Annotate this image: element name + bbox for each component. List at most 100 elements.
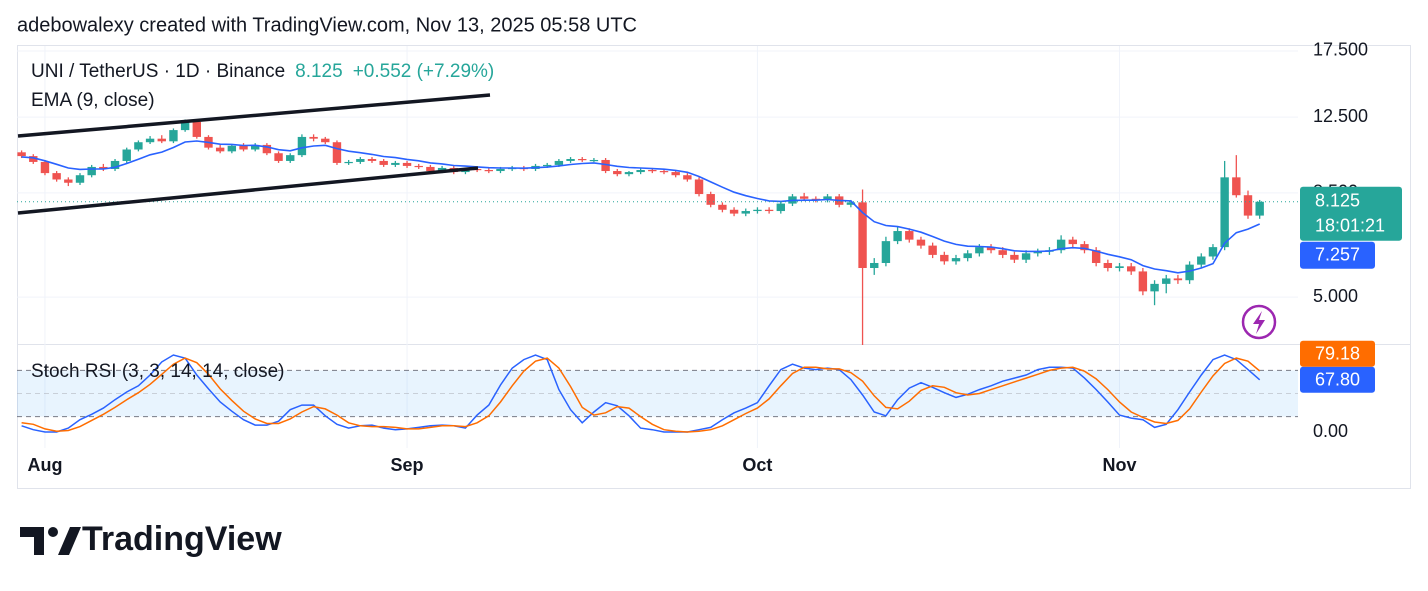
candle-body <box>1138 271 1148 292</box>
candle-body <box>729 209 739 214</box>
candle-body <box>1162 278 1171 284</box>
stoch-box-label: 79.18 <box>1315 344 1360 364</box>
candle-body <box>1173 278 1183 281</box>
y-tick-label: 0.00 <box>1313 421 1348 441</box>
candle-body <box>64 179 73 183</box>
candle-body <box>951 258 961 262</box>
candle-body <box>192 121 201 137</box>
candle-body <box>414 165 423 168</box>
candle-body <box>180 121 190 131</box>
candle-body <box>40 161 50 174</box>
candle-body <box>963 253 972 259</box>
candle-body <box>75 175 85 183</box>
candle-body <box>29 156 38 162</box>
candle-body <box>1010 254 1019 260</box>
candle-body <box>893 231 902 242</box>
logo: TradingView <box>20 520 282 558</box>
last-price-box: 8.125 18:01:21 <box>1300 186 1402 241</box>
candle-body <box>274 153 283 161</box>
candle-body <box>122 149 131 161</box>
candle-body <box>1080 244 1089 251</box>
candle-body <box>589 159 599 162</box>
candle-body <box>52 173 61 180</box>
candle-body <box>215 147 225 152</box>
candle-body <box>1115 266 1124 269</box>
candle-body <box>858 202 867 269</box>
candle-body <box>659 171 669 173</box>
stoch-legend: Stoch RSI (3, 3, 14, 14, close) <box>31 361 284 382</box>
y-tick-label: 5.000 <box>1313 286 1358 306</box>
candle-body <box>1255 201 1264 216</box>
candle-body <box>1033 251 1042 254</box>
candle-body <box>543 164 552 167</box>
candle-body <box>683 175 692 180</box>
alert-icon[interactable] <box>1241 304 1277 340</box>
candle-body <box>484 169 493 172</box>
candle-body <box>344 161 353 164</box>
symbol: UNI / TetherUS · 1D · Binance <box>31 61 285 82</box>
trendline <box>17 93 491 138</box>
candle-body <box>975 247 984 254</box>
candle-body <box>648 169 657 172</box>
price-box <box>1300 186 1402 241</box>
candle-body <box>356 158 365 162</box>
candle-body <box>332 142 342 163</box>
candle-body <box>846 202 856 205</box>
stoch-line <box>21 354 1261 433</box>
x-tick-label: Oct <box>742 455 772 475</box>
candle-body <box>286 155 295 161</box>
candle-body <box>1185 264 1194 281</box>
price-box-label: 8.125 <box>1315 191 1360 211</box>
x-tick-label: Sep <box>391 455 424 475</box>
candle-body <box>741 211 750 214</box>
candle-body <box>554 160 564 165</box>
candle-body <box>764 209 774 212</box>
candle-body <box>578 158 587 161</box>
candle-body <box>916 239 926 246</box>
candle-body <box>998 250 1007 255</box>
candle-body <box>1091 250 1101 263</box>
candle-body <box>706 194 715 205</box>
price-pane <box>17 119 1298 345</box>
candle-body <box>297 136 307 156</box>
ema-line <box>21 140 1261 274</box>
candle-body <box>1068 239 1077 245</box>
x-tick-label: Nov <box>1103 455 1137 475</box>
candle-body <box>1103 262 1113 269</box>
header-text: adebowalexy created with TradingView.com… <box>17 14 637 36</box>
candle-body <box>671 172 680 176</box>
candle-body <box>321 138 330 143</box>
stoch-line <box>21 357 1261 433</box>
countdown: 18:01:21 <box>1315 216 1385 236</box>
stoch-box <box>1300 366 1375 393</box>
candle-body <box>905 231 914 240</box>
candle-body <box>309 136 318 139</box>
candle-body <box>110 160 120 169</box>
candle-body <box>718 204 727 210</box>
candle-body <box>928 245 937 255</box>
candle-body <box>1021 253 1031 260</box>
ema-box <box>1300 241 1375 269</box>
candle-body <box>613 171 622 175</box>
axis: 17.50012.5008.5005.000AugSepOctNov8.1251… <box>27 40 1402 475</box>
y-tick-label: 17.500 <box>1313 40 1368 60</box>
candle-body <box>776 203 785 212</box>
candle-body <box>811 198 821 200</box>
candle-body <box>251 144 260 150</box>
candle-body <box>1150 283 1159 292</box>
candle-body <box>799 196 809 199</box>
y-tick-label: 12.500 <box>1313 106 1368 126</box>
trendline <box>17 166 479 215</box>
candle-body <box>624 172 634 175</box>
candle-body <box>1220 177 1229 248</box>
stoch-box-label: 67.80 <box>1315 370 1360 390</box>
x-tick-label: Aug <box>27 455 62 475</box>
candle-body <box>1127 266 1136 272</box>
candle-body <box>940 254 949 262</box>
candle-body <box>870 262 879 269</box>
candle-body <box>1197 256 1206 265</box>
candle-body <box>145 138 155 143</box>
candle-body <box>99 166 108 169</box>
logo-text: TradingView <box>82 520 282 558</box>
